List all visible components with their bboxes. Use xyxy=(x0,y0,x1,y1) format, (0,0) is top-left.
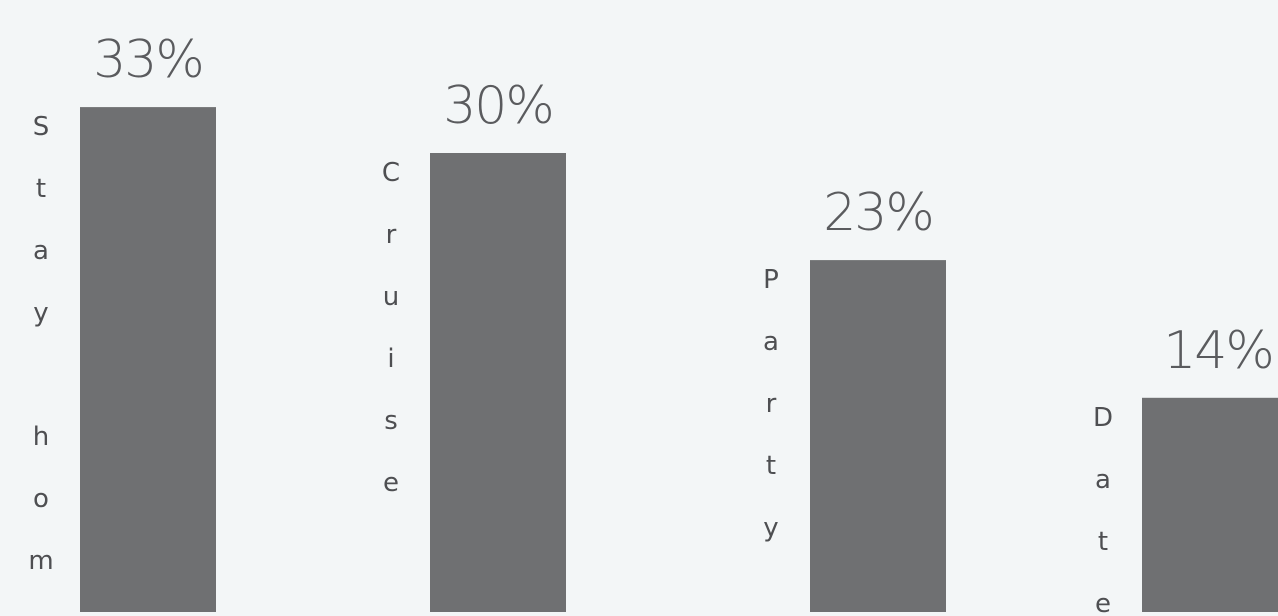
data-label-stay-home: 33% xyxy=(93,30,203,90)
bar-date xyxy=(1142,397,1278,612)
bar-cruise xyxy=(430,153,566,612)
data-label-party: 23% xyxy=(823,183,933,243)
data-label-cruise: 30% xyxy=(443,76,553,136)
bar-stay-home xyxy=(80,107,216,612)
bars-layer xyxy=(80,107,1278,612)
bar-party xyxy=(810,260,946,612)
data-label-date: 14% xyxy=(1163,321,1273,381)
value-labels-layer: 33% 30% 23% 14% xyxy=(93,30,1275,381)
